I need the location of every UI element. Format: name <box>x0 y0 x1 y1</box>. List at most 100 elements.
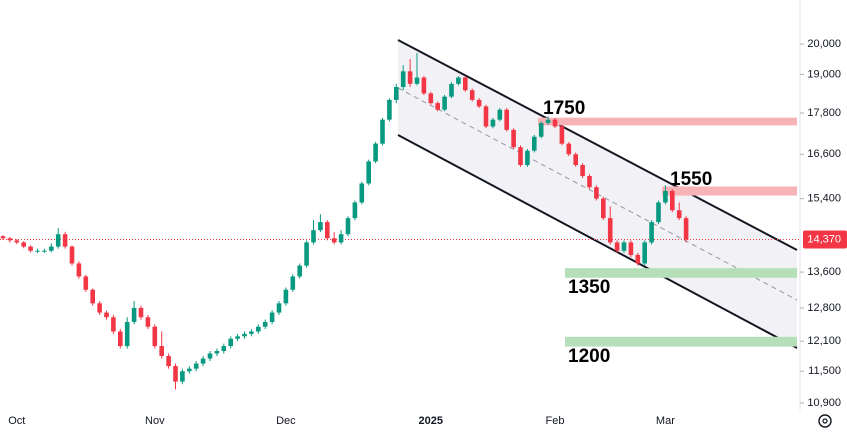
last-price-box <box>803 230 847 249</box>
candle-body <box>28 246 33 251</box>
candle-body <box>428 93 434 104</box>
candle-body <box>373 143 378 162</box>
candle-body <box>607 218 613 243</box>
candle-body <box>352 202 358 219</box>
zone-label: 1550 <box>670 169 712 190</box>
candle-body <box>421 77 427 94</box>
candle-body <box>97 303 102 313</box>
candle-body <box>21 242 26 247</box>
x-tick-label: Mar <box>656 415 675 427</box>
candle-body <box>0 236 6 239</box>
candle-body <box>525 150 530 166</box>
candle-body <box>35 250 40 252</box>
candle-body <box>69 246 75 264</box>
candle-body <box>511 129 516 148</box>
candle-body <box>587 176 592 188</box>
candle-body <box>407 71 413 84</box>
candle-body <box>676 210 682 219</box>
settings-icon[interactable] <box>818 414 832 428</box>
x-tick-label: Nov <box>145 415 165 427</box>
candle-body <box>235 336 240 339</box>
candle-body <box>380 119 385 144</box>
candle-body <box>42 250 47 252</box>
candle-body <box>566 143 572 155</box>
y-tick-label: 17,800 <box>807 107 841 119</box>
candle-body <box>559 126 565 144</box>
candle-body <box>14 240 20 243</box>
zone <box>538 117 797 126</box>
candle-body <box>449 83 454 97</box>
candle-body <box>483 106 489 127</box>
candle-body <box>442 96 447 110</box>
y-tick-label: 15,400 <box>807 193 841 205</box>
candle-body <box>76 263 82 277</box>
x-tick-label: Feb <box>546 415 565 427</box>
candle-body <box>345 218 351 235</box>
candle-body <box>152 326 158 347</box>
candle-body <box>497 109 503 120</box>
candle-body <box>256 326 261 332</box>
candle-body <box>221 346 227 352</box>
candle-body <box>400 71 406 88</box>
y-tick-label: 19,000 <box>807 68 841 80</box>
y-tick-label: 12,800 <box>807 302 841 314</box>
candle-body <box>214 351 220 354</box>
candle-body <box>325 222 330 239</box>
candle-body <box>545 119 551 124</box>
candle-body <box>138 307 144 318</box>
candle-body <box>414 77 420 84</box>
channel-upper <box>397 39 798 251</box>
candle-body <box>538 123 544 137</box>
candle-body <box>476 99 482 107</box>
zone-label: 1350 <box>568 277 610 298</box>
candle-body <box>104 312 109 318</box>
candle-body <box>469 90 475 100</box>
candle-body <box>642 242 647 264</box>
candle-body <box>304 242 309 266</box>
y-tick-label: 11,500 <box>808 365 841 377</box>
candle-body <box>276 303 282 313</box>
candle-body <box>649 222 654 243</box>
candle-body <box>55 234 61 247</box>
candle-body <box>207 353 213 359</box>
candle-body <box>159 346 164 357</box>
y-tick-label: 10,900 <box>807 397 841 409</box>
candle-body <box>7 238 13 241</box>
candle-body <box>580 165 585 177</box>
candle-body <box>180 371 185 382</box>
candle-body <box>504 109 509 130</box>
candle-body <box>394 87 399 100</box>
y-tick-label: 16,600 <box>807 148 841 160</box>
candle-body <box>131 307 137 322</box>
x-tick-label: Dec <box>276 415 296 427</box>
candle-body <box>670 190 675 211</box>
zone-label: 1200 <box>568 346 610 367</box>
candle-body <box>290 276 296 290</box>
y-tick-label: 13,600 <box>807 266 841 278</box>
candle-body <box>83 276 89 290</box>
candle-body <box>552 119 558 127</box>
candle-body <box>614 242 620 251</box>
candle-body <box>621 242 627 251</box>
last-price-label: 14,370 <box>807 233 841 245</box>
zone <box>662 186 797 196</box>
candle-body <box>187 368 192 372</box>
candle-body <box>359 183 365 203</box>
candle-body <box>145 317 151 327</box>
candle-body <box>532 136 537 151</box>
x-tick-label: 2025 <box>419 415 443 427</box>
channel-lower <box>397 134 798 349</box>
candle-body <box>518 147 523 166</box>
candle-body <box>283 289 289 304</box>
zone <box>565 268 797 278</box>
candle-body <box>331 238 337 243</box>
candle-body <box>594 187 599 199</box>
candle-body <box>269 312 275 322</box>
candle-body <box>456 77 461 84</box>
candle-body <box>663 190 668 203</box>
candle-body <box>683 218 689 240</box>
candle-body <box>111 317 116 332</box>
candle-body <box>311 230 316 243</box>
candle-body <box>62 234 68 247</box>
candle-body <box>628 242 634 255</box>
